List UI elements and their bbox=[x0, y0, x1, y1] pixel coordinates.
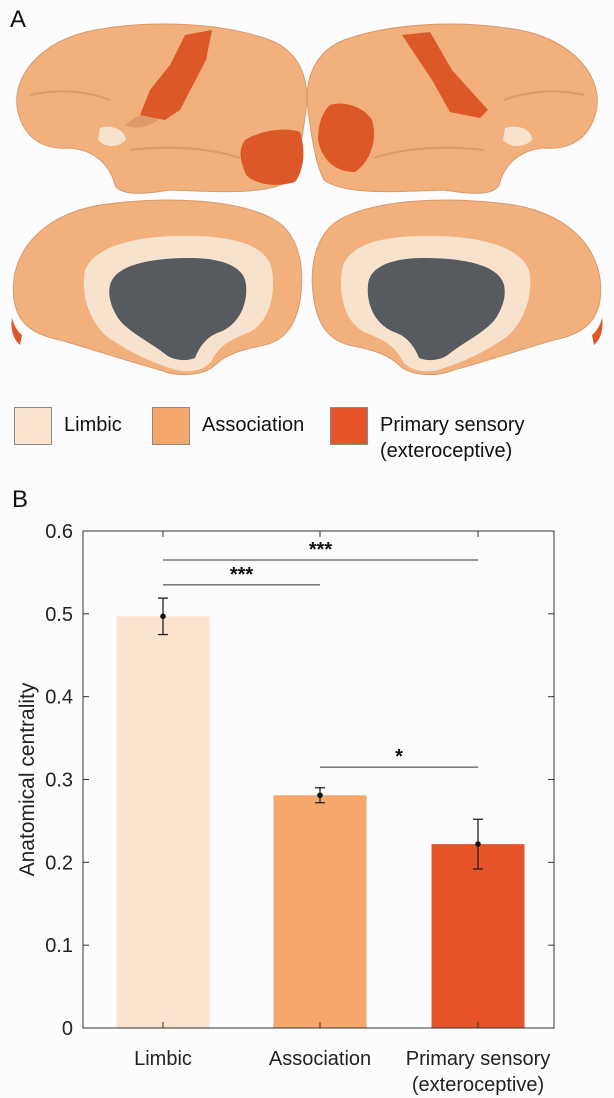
mean-point bbox=[317, 792, 323, 799]
y-tick-label: 0.6 bbox=[45, 521, 73, 543]
brain-medial-right bbox=[311, 199, 603, 376]
bar-1 bbox=[273, 795, 367, 1028]
legend-swatch-limbic bbox=[14, 407, 52, 445]
legend-swatch-association bbox=[152, 407, 190, 445]
bar-2 bbox=[431, 844, 525, 1028]
legend-item-limbic: Limbic bbox=[14, 407, 122, 445]
brain-surface-illustration bbox=[11, 23, 603, 376]
legend-item-association: Association bbox=[152, 407, 304, 445]
legend-item-primary-sensory: Primary sensory (exteroceptive) bbox=[330, 407, 524, 464]
brain-medial-left bbox=[11, 199, 303, 376]
legend-label-primary-sensory: Primary sensory bbox=[380, 414, 525, 436]
y-tick-label: 0.1 bbox=[45, 935, 73, 957]
x-tick-label: Primary sensory bbox=[406, 1048, 550, 1070]
y-tick-label: 0 bbox=[62, 1018, 73, 1040]
significance-label: *** bbox=[309, 539, 333, 561]
legend-swatch-primary-sensory bbox=[330, 407, 368, 445]
y-tick-label: 0.2 bbox=[45, 852, 73, 874]
x-tick-label: Association bbox=[269, 1048, 371, 1070]
legend-label-association: Association bbox=[202, 414, 305, 436]
y-tick-label: 0.3 bbox=[45, 770, 73, 792]
legend-sublabel-primary-sensory: (exteroceptive) bbox=[380, 440, 513, 462]
y-tick-label: 0.5 bbox=[45, 604, 73, 626]
y-tick-label: 0.4 bbox=[45, 687, 73, 709]
x-tick-label: Limbic bbox=[134, 1048, 192, 1070]
bar-0 bbox=[116, 616, 210, 1028]
significance-label: * bbox=[395, 746, 403, 768]
brain-lateral-left bbox=[16, 23, 308, 194]
mean-point bbox=[160, 613, 166, 620]
x-tick-label: (exteroceptive) bbox=[412, 1074, 544, 1096]
panel-a-label: A bbox=[10, 6, 27, 33]
legend-label-limbic: Limbic bbox=[64, 414, 122, 436]
significance-label: *** bbox=[230, 564, 254, 586]
y-axis-label: Anatomical centrality bbox=[16, 682, 39, 876]
mean-point bbox=[475, 841, 481, 847]
panel-b-label: B bbox=[12, 486, 29, 513]
brain-lateral-right bbox=[306, 23, 598, 194]
